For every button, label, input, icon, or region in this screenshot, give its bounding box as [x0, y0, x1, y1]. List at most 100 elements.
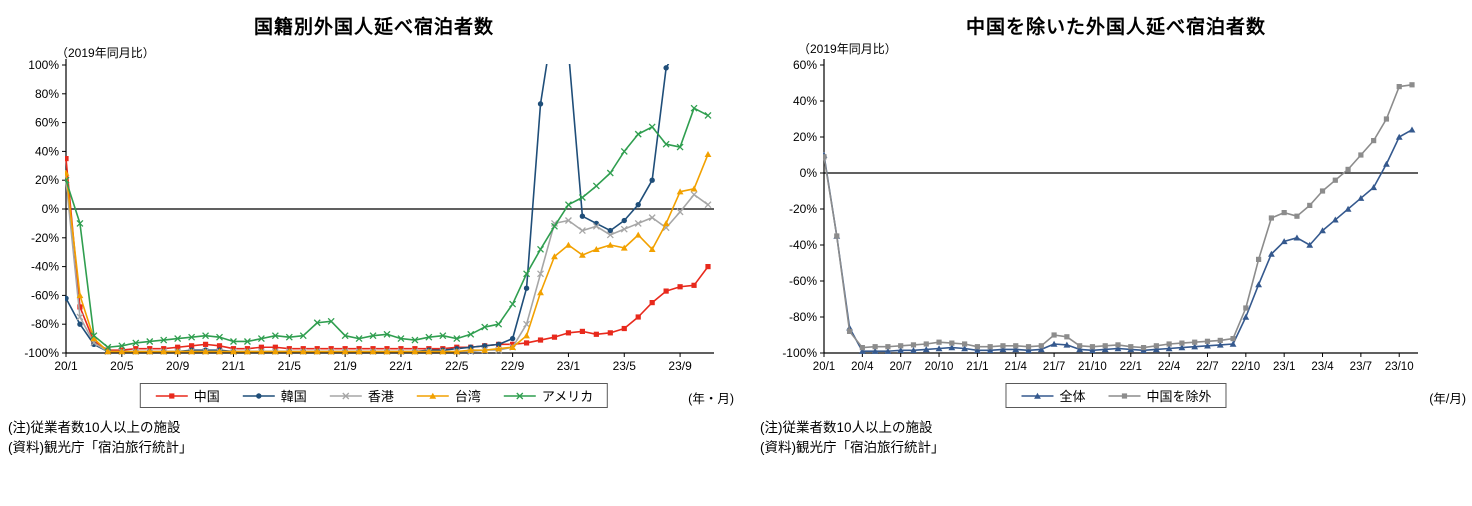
data-point-marker	[495, 320, 503, 328]
data-point-marker	[677, 284, 683, 290]
data-point-marker	[973, 347, 981, 353]
data-point-marker	[999, 346, 1007, 353]
data-point-marker	[481, 323, 489, 331]
data-point-marker	[65, 295, 69, 301]
data-point-marker	[327, 317, 335, 325]
chart-title: 国籍別外国人延べ宿泊者数	[253, 17, 494, 38]
square-legend-marker-icon	[1108, 392, 1141, 399]
data-point-marker	[355, 335, 363, 343]
data-point-marker	[327, 348, 335, 355]
data-point-marker	[663, 288, 669, 294]
data-point-marker	[635, 201, 641, 208]
data-point-marker	[244, 348, 251, 355]
legend-item: 韓国	[242, 386, 307, 405]
x-tick-label: 20/9	[166, 359, 190, 373]
y-tick-label: 40%	[35, 144, 59, 158]
data-point-marker	[411, 348, 419, 355]
data-point-marker	[118, 342, 126, 350]
data-point-marker	[704, 111, 712, 119]
data-point-marker	[1140, 345, 1147, 351]
x-tick-label: 23/7	[1350, 361, 1372, 373]
data-point-marker	[1050, 340, 1058, 347]
data-point-marker	[439, 332, 447, 340]
x-tick-label: 20/1	[813, 361, 835, 373]
data-point-marker	[429, 392, 437, 399]
data-point-marker	[592, 246, 600, 253]
data-point-marker	[230, 338, 237, 345]
data-point-marker	[578, 227, 586, 235]
data-point-marker	[1152, 346, 1160, 353]
x-tick-label: 22/7	[1196, 361, 1218, 373]
data-point-marker	[974, 344, 980, 350]
data-point-marker	[104, 348, 112, 355]
y-tick-label: 0%	[42, 202, 60, 216]
x-tick-label: 21/1	[966, 361, 988, 373]
data-point-marker	[1255, 281, 1263, 288]
data-point-marker	[690, 191, 698, 199]
legend: 中国 韓国 香港 台湾 アメリカ	[139, 383, 609, 408]
chart-panel-by-nationality: 国籍別外国人延べ宿泊者数 （2019年同月比） 100% 80% 60% 40% 20%…	[8, 4, 740, 459]
data-point-marker	[564, 217, 572, 224]
data-point-marker	[188, 333, 196, 341]
legend-item: 香港	[329, 386, 394, 405]
data-point-marker	[146, 348, 154, 355]
x-axis-unit-label: (年・月)	[688, 392, 734, 406]
data-point-marker	[1217, 337, 1223, 343]
y-tick-label: -20%	[31, 231, 59, 245]
data-point-marker	[1280, 238, 1288, 245]
data-point-marker	[383, 348, 391, 355]
y-tick-label: 0%	[800, 166, 818, 180]
data-point-marker	[1114, 345, 1122, 352]
data-point-marker	[174, 335, 182, 343]
data-point-marker	[1345, 166, 1351, 172]
data-point-marker	[523, 320, 531, 328]
x-tick-label: 21/10	[1078, 361, 1107, 373]
data-point-marker	[1037, 346, 1045, 353]
x-tick-label: 22/5	[445, 359, 469, 373]
line-chart-excluding-china: 60% 40% 20% 0% -20% -40% -60% -80% -100%20/1 20/4…	[782, 58, 1418, 373]
x-legend-marker-icon	[503, 392, 536, 399]
legend-label: 台湾	[454, 389, 481, 404]
data-point-marker	[118, 348, 126, 355]
data-point-marker	[160, 348, 168, 355]
data-point-marker	[369, 332, 377, 340]
x-tick-label: 20/7	[890, 361, 912, 373]
data-point-marker	[1371, 138, 1377, 144]
data-point-marker	[175, 344, 181, 350]
data-point-marker	[537, 337, 544, 343]
data-point-marker	[383, 330, 391, 338]
data-point-marker	[481, 346, 489, 353]
data-point-marker	[1230, 336, 1236, 342]
data-point-marker	[174, 348, 182, 355]
data-point-marker	[467, 346, 475, 353]
x-tick-label: 23/10	[1385, 361, 1414, 373]
x-tick-label: 21/5	[278, 359, 302, 373]
x-tick-label: 22/10	[1231, 361, 1260, 373]
triangle-legend-marker-icon	[416, 392, 449, 399]
x-tick-label: 22/1	[1120, 361, 1142, 373]
square-legend-marker-icon	[155, 392, 188, 399]
data-point-marker	[705, 264, 711, 270]
data-point-marker	[243, 338, 251, 345]
y-axis-unit-label: （2019年同月比）	[798, 42, 897, 56]
data-point-marker	[565, 241, 572, 248]
data-point-marker	[1383, 160, 1390, 167]
series-line-1	[65, 64, 670, 353]
legend-item: 全体	[1020, 386, 1086, 405]
data-point-marker	[691, 282, 697, 288]
data-point-marker	[202, 341, 209, 347]
data-point-marker	[1395, 133, 1403, 140]
data-point-marker	[634, 130, 642, 138]
data-point-marker	[509, 335, 516, 342]
x-tick-label: 21/7	[1043, 361, 1065, 373]
data-point-marker	[872, 344, 878, 350]
legend-label: 全体	[1059, 389, 1086, 404]
series-line-0	[823, 129, 1413, 353]
data-point-marker	[1294, 213, 1300, 219]
data-point-marker	[1267, 250, 1275, 257]
data-point-marker	[620, 225, 628, 233]
data-point-marker	[606, 231, 614, 239]
y-tick-label: 20%	[35, 173, 59, 187]
data-point-marker	[341, 332, 349, 340]
data-point-marker	[257, 348, 265, 355]
